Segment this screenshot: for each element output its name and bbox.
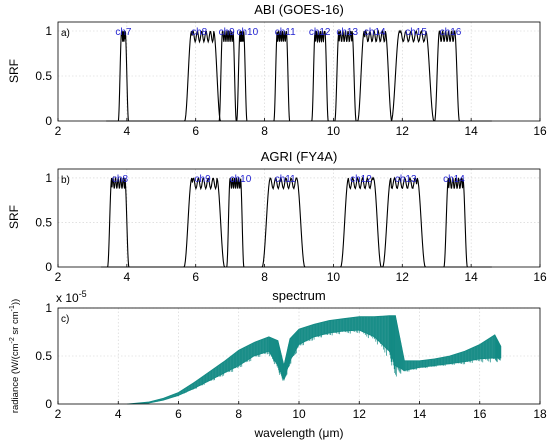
panel-c-xtick-label: 6 [175, 407, 182, 421]
panel-a-y-ticks: 00.51 [35, 24, 52, 128]
panel-b-label-ch14: ch14 [443, 174, 465, 185]
panel-abi: ABI (GOES-16) a) ch7 ch8 ch9 ch10 ch11 ch12 ch… [7, 2, 547, 138]
panel-b-srf-ch11 [261, 176, 306, 268]
panel-b-x-ticks: 2 4 6 8 10 12 14 16 [55, 264, 547, 284]
panel-a-xtick-label: 6 [192, 124, 199, 138]
panel-b-xtick-label: 2 [55, 270, 62, 284]
panel-a-srf-ch12 [311, 30, 329, 122]
panel-a-ytick-label: 1 [45, 24, 52, 38]
panel-c-ylabel: radiance (W/(cm-2 sr cm-1)) [9, 299, 21, 413]
panel-a-channel-labels: ch7 ch8 ch9 ch10 ch11 ch12 ch13 ch14 ch15 ch16 [115, 27, 461, 38]
panel-c-xtick-label: 12 [353, 407, 367, 421]
panel-c-xlabel: wavelength (μm) [254, 426, 344, 440]
panel-a-ytick-label: 0 [45, 114, 52, 128]
panel-a-title: ABI (GOES-16) [254, 2, 344, 17]
panel-a-srf-ch9 [218, 29, 237, 122]
panel-a-label-ch16: ch16 [440, 27, 462, 38]
panel-a-srf-ch16 [434, 29, 460, 122]
panel-a-label-ch7: ch7 [115, 27, 132, 38]
panel-a-xtick-label: 16 [533, 124, 547, 138]
panel-c-xtick-label: 10 [292, 407, 306, 421]
panel-a-x-ticks: 2 4 6 8 10 12 14 16 [55, 118, 547, 138]
panel-c-y-ticks: 00.51 [35, 301, 52, 411]
panel-b-ylabel: SRF [7, 205, 21, 229]
panel-a-label-ch9: ch9 [219, 27, 236, 38]
panel-a-srf-ch11 [273, 30, 291, 122]
panel-c-ytick-label: 0.5 [35, 349, 52, 363]
panel-b-channel-labels: ch8 ch9 ch10 ch11 ch12 ch13 ch14 [112, 174, 465, 185]
panel-a-ytick-label: 0.5 [35, 69, 52, 83]
panel-a-label: a) [61, 28, 70, 39]
panel-agri: AGRI (FY4A) b) ch8 ch9 ch10 ch11 ch12 ch13 ch1… [7, 149, 547, 284]
panel-a-label-ch15: ch15 [405, 27, 427, 38]
panel-a-label-ch10: ch10 [237, 27, 259, 38]
panel-a-label-ch14: ch14 [364, 27, 386, 38]
panel-b-y-ticks: 00.51 [35, 171, 52, 274]
panel-c-x-ticks: 2 4 6 8 10 12 14 16 18 [55, 401, 547, 421]
panel-b-srf-ch8 [106, 175, 130, 268]
panel-b-frame [57, 168, 541, 268]
panel-b-xtick-label: 14 [464, 270, 478, 284]
panel-c-xtick-label: 2 [55, 407, 62, 421]
panel-b-grid [58, 169, 540, 267]
panel-b-label: b) [61, 175, 70, 186]
panel-a-srf-ch14 [357, 29, 393, 122]
panel-c-exponent: x 10-5 [56, 289, 87, 305]
panel-a-label-ch11: ch11 [275, 27, 296, 38]
panel-b-xtick-label: 16 [533, 270, 547, 284]
panel-c-title: spectrum [272, 288, 325, 303]
panel-a-xtick-label: 12 [396, 124, 410, 138]
panel-b-ytick-label: 0 [45, 260, 52, 274]
panel-b-srf-ch14 [443, 177, 468, 268]
panel-a-xtick-label: 10 [327, 124, 341, 138]
panel-c-ytick-label: 1 [45, 301, 52, 315]
panel-a-ylabel: SRF [7, 59, 21, 83]
panel-a-label-ch13: ch13 [336, 27, 358, 38]
panel-c-xtick-label: 18 [533, 407, 547, 421]
panel-a-xtick-label: 14 [464, 124, 478, 138]
panel-c-xtick-label: 16 [473, 407, 487, 421]
panel-b-label-ch9: ch9 [195, 174, 212, 185]
panel-b-xtick-label: 12 [396, 270, 410, 284]
panel-b-label-ch11: ch11 [275, 174, 296, 185]
panel-b-label-ch12: ch12 [350, 174, 372, 185]
panel-b-label-ch10: ch10 [230, 174, 252, 185]
panel-b-srf-ch12 [339, 176, 383, 268]
panel-b-xtick-label: 8 [261, 270, 268, 284]
panel-a-label-ch12: ch12 [309, 27, 331, 38]
panel-a-frame [57, 21, 541, 122]
panel-c-ytick-label: 0 [45, 397, 52, 411]
panel-a-xtick-label: 4 [124, 124, 131, 138]
panel-b-srf-ch10 [226, 176, 245, 268]
panel-c-xtick-label: 8 [235, 407, 242, 421]
panel-c-label: c) [61, 314, 69, 325]
panel-a-xtick-label: 8 [261, 124, 268, 138]
panel-c-xtick-label: 14 [413, 407, 427, 421]
panel-spectrum: spectrum x 10-5 c) 2 4 6 8 10 12 14 16 18 00.51 … [9, 288, 547, 440]
panel-a-label-ch8: ch8 [191, 27, 208, 38]
panel-b-ytick-label: 1 [45, 171, 52, 185]
panel-b-srf-ch13 [381, 176, 427, 268]
panel-a-srf-ch13 [334, 30, 357, 122]
panel-b-title: AGRI (FY4A) [261, 149, 338, 164]
panel-c-radiance [127, 315, 502, 405]
panel-b-xtick-label: 6 [192, 270, 199, 284]
panel-b-label-ch13: ch13 [395, 174, 417, 185]
panel-a-srf-ch15 [390, 29, 435, 122]
panel-a-xtick-label: 2 [55, 124, 62, 138]
panel-a-srf-ch8 [183, 30, 222, 122]
panel-a-srf-ch7 [117, 31, 130, 122]
panel-c-xtick-label: 4 [115, 407, 122, 421]
panel-b-xtick-label: 10 [327, 270, 341, 284]
panel-b-xtick-label: 4 [124, 270, 131, 284]
panel-b-ytick-label: 0.5 [35, 215, 52, 229]
panel-b-label-ch8: ch8 [112, 174, 129, 185]
panel-a-srf-ch10 [236, 31, 248, 122]
panel-b-srf-ch9 [183, 177, 226, 268]
